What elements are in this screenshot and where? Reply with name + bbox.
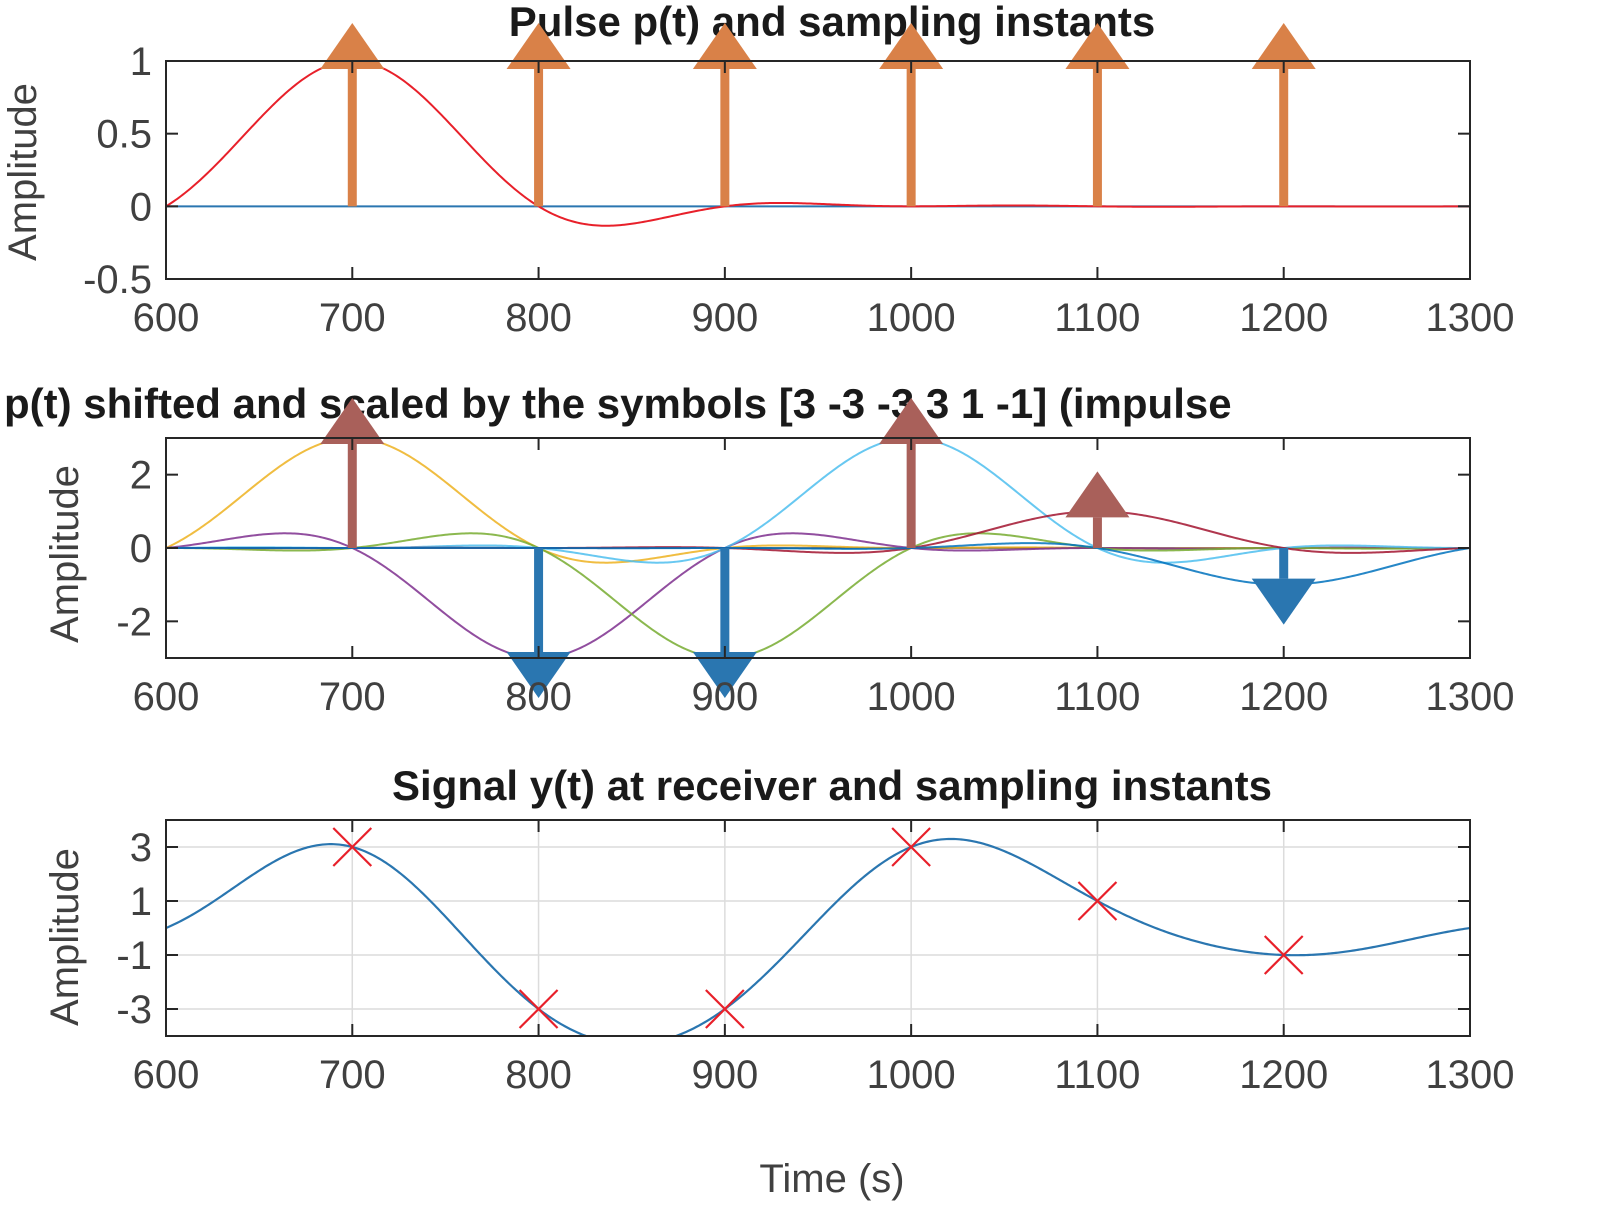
y-tick-label: -3 <box>116 988 152 1032</box>
sample-marker <box>1077 881 1118 921</box>
sample-marker <box>518 989 559 1029</box>
y-tick-label: 0 <box>130 185 152 229</box>
x-tick-label: 1000 <box>867 296 956 340</box>
overlay-group <box>320 23 1316 207</box>
y-tick-label: 2 <box>130 454 152 498</box>
y-tick-label: 1 <box>130 880 152 924</box>
signal-line <box>166 837 1470 1036</box>
x-tick-label: 600 <box>133 675 200 719</box>
x-tick-label: 1200 <box>1239 296 1328 340</box>
y-axis-label: Amplitude <box>43 848 87 1026</box>
x-tick-label: 800 <box>505 1053 572 1097</box>
x-tick-label: 1100 <box>1054 1053 1140 1097</box>
x-tick-label: 1100 <box>1054 296 1140 340</box>
x-tick-label: 900 <box>691 1053 758 1097</box>
shifted-pulses-panel: p(t) shifted and scaled by the symbols [… <box>4 380 1514 719</box>
panel-title: p(t) shifted and scaled by the symbols [… <box>4 380 1232 427</box>
series-group <box>166 438 1470 658</box>
x-tick-label: 1300 <box>1426 1053 1515 1097</box>
y-tick-label: -0.5 <box>83 258 152 302</box>
sampling-impulse-head <box>506 23 571 69</box>
x-tick-label: 1000 <box>867 675 956 719</box>
x-tick-label: 900 <box>691 675 758 719</box>
x-tick-label: 900 <box>691 296 758 340</box>
symbol-impulse-head <box>879 398 944 444</box>
plot-area <box>165 820 1471 1036</box>
sample-marker-stroke <box>518 989 559 1029</box>
y-tick-label: -1 <box>116 934 152 978</box>
sample-marker-stroke <box>332 827 373 867</box>
axes-box <box>165 819 1471 1037</box>
sample-marker-stroke <box>1263 935 1304 975</box>
y-tick-label: 0.5 <box>96 113 152 157</box>
sample-marker-stroke <box>1077 881 1118 921</box>
sampling-impulse-head <box>1251 23 1316 69</box>
x-tick-label: 600 <box>133 1053 200 1097</box>
x-tick-label: 1300 <box>1426 296 1515 340</box>
received-signal-panel: Signal y(t) at receiver and sampling ins… <box>43 762 1514 1201</box>
symbol-impulse-head <box>506 652 571 698</box>
sample-marker-stroke <box>705 989 745 1029</box>
y-tick-label: 1 <box>130 40 152 84</box>
sample-marker <box>891 827 931 867</box>
y-tick-label: 0 <box>130 527 152 571</box>
sampling-impulse-head <box>879 23 944 69</box>
x-tick-label: 1100 <box>1054 675 1140 719</box>
x-tick-label: 700 <box>319 1053 386 1097</box>
sample-marker <box>332 827 373 867</box>
sampling-impulse-head <box>320 23 385 69</box>
x-axis-label: Time (s) <box>759 1157 904 1201</box>
x-tick-label: 800 <box>505 675 572 719</box>
scaled-pulse-line <box>166 438 1470 564</box>
axes: 600 700 800 900 1000 1100 1200 1300 2 0 -2 <box>116 437 1515 719</box>
scaled-pulse-line <box>166 438 1470 564</box>
symbol-impulse-head <box>692 652 757 698</box>
x-tick-label: 800 <box>505 296 572 340</box>
pulse-panel: Pulse p(t) and sampling instants Amplitu… <box>1 0 1514 340</box>
x-tick-label: 700 <box>319 675 386 719</box>
sample-marker <box>705 989 745 1029</box>
x-tick-label: 1000 <box>867 1053 956 1097</box>
sampling-impulse-head <box>1065 23 1130 69</box>
axes: 600 700 800 900 1000 1100 1200 1300 3 1 -1 -3 <box>116 819 1515 1097</box>
y-axis-label: Amplitude <box>1 83 45 261</box>
series-group <box>166 837 1470 1036</box>
y-tick-label: 3 <box>130 826 152 870</box>
panel-title: Pulse p(t) and sampling instants <box>509 0 1155 45</box>
y-axis-label: Amplitude <box>43 465 87 643</box>
x-tick-label: 1200 <box>1239 1053 1328 1097</box>
axes: 600 700 800 900 1000 1100 1200 1300 1 0.5 0 -0.5 <box>83 40 1514 340</box>
sampling-impulse-head <box>692 23 757 69</box>
x-tick-label: 1200 <box>1239 675 1328 719</box>
x-tick-label: 700 <box>319 296 386 340</box>
x-tick-label: 1300 <box>1426 675 1515 719</box>
panel-title: Signal y(t) at receiver and sampling ins… <box>392 762 1272 809</box>
scaled-pulse-line <box>166 542 1470 586</box>
overlay-group <box>332 827 1304 1029</box>
symbol-impulse-head <box>320 398 385 444</box>
sample-marker <box>1263 935 1304 975</box>
pulse-line <box>166 61 1470 227</box>
scaled-pulse-line <box>166 532 1470 658</box>
overlay-group <box>320 398 1316 698</box>
y-tick-label: -2 <box>116 600 152 644</box>
x-tick-label: 600 <box>133 296 200 340</box>
sample-marker-stroke <box>891 827 931 867</box>
symbol-impulse-head <box>1251 578 1316 625</box>
symbol-impulse-head <box>1065 471 1130 518</box>
series-group <box>166 61 1470 227</box>
axes-box <box>165 60 1471 280</box>
